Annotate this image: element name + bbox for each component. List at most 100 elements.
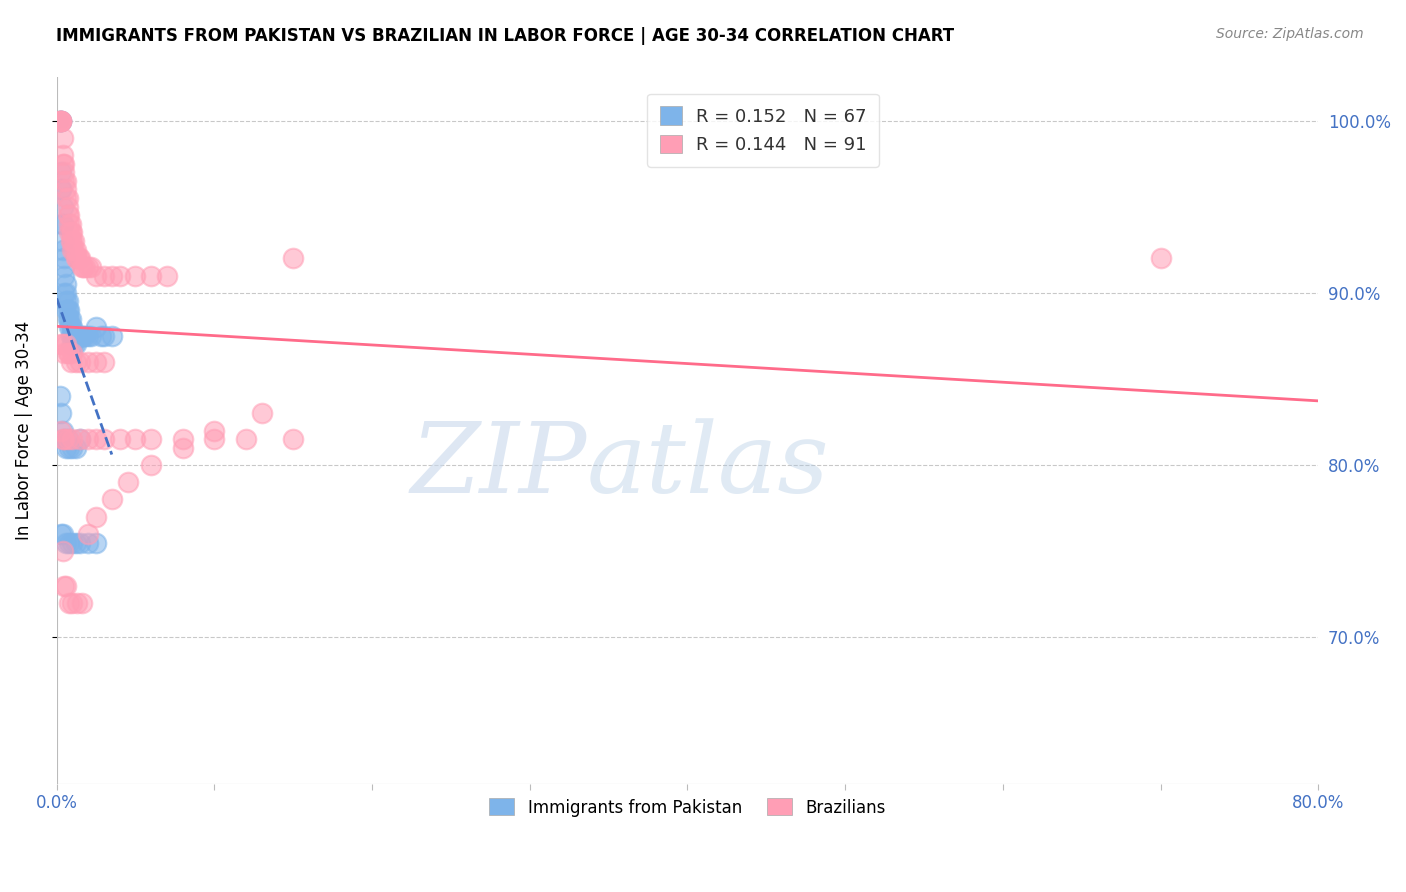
Point	[77, 329, 100, 343]
Point	[53, 165, 76, 179]
Point	[235, 432, 257, 446]
Point	[53, 432, 76, 446]
Point	[72, 260, 94, 274]
Point	[56, 303, 79, 318]
Point	[283, 432, 305, 446]
Point	[70, 596, 93, 610]
Point	[58, 217, 80, 231]
Point	[65, 535, 87, 549]
Point	[141, 268, 163, 283]
Point	[101, 329, 124, 343]
Point	[101, 492, 124, 507]
Point	[65, 329, 87, 343]
Point	[60, 441, 83, 455]
Point	[53, 346, 76, 360]
Point	[51, 182, 73, 196]
Point	[53, 252, 76, 266]
Point	[67, 329, 90, 343]
Point	[60, 337, 83, 351]
Point	[60, 346, 83, 360]
Point	[51, 527, 73, 541]
Point	[58, 596, 80, 610]
Point	[56, 200, 79, 214]
Point	[1149, 252, 1171, 266]
Point	[63, 337, 86, 351]
Point	[55, 441, 77, 455]
Point	[49, 113, 72, 128]
Point	[84, 535, 107, 549]
Point	[60, 329, 83, 343]
Point	[51, 113, 73, 128]
Point	[70, 329, 93, 343]
Point	[55, 191, 77, 205]
Point	[52, 156, 75, 170]
Point	[52, 217, 75, 231]
Text: ZIP: ZIP	[411, 418, 586, 514]
Point	[53, 174, 76, 188]
Point	[69, 432, 91, 446]
Point	[60, 432, 83, 446]
Point	[202, 432, 225, 446]
Point	[52, 200, 75, 214]
Point	[124, 268, 146, 283]
Y-axis label: In Labor Force | Age 30-34: In Labor Force | Age 30-34	[15, 321, 32, 541]
Point	[60, 226, 83, 240]
Point	[66, 252, 89, 266]
Point	[60, 243, 83, 257]
Point	[60, 596, 83, 610]
Point	[51, 113, 73, 128]
Point	[141, 458, 163, 472]
Point	[65, 252, 87, 266]
Point	[84, 354, 107, 368]
Point	[59, 329, 82, 343]
Point	[84, 268, 107, 283]
Point	[49, 113, 72, 128]
Point	[58, 208, 80, 222]
Point	[49, 389, 72, 403]
Point	[55, 303, 77, 318]
Point	[58, 346, 80, 360]
Point	[58, 311, 80, 326]
Point	[52, 337, 75, 351]
Point	[283, 252, 305, 266]
Point	[72, 329, 94, 343]
Point	[49, 113, 72, 128]
Point	[51, 165, 73, 179]
Point	[58, 535, 80, 549]
Point	[53, 260, 76, 274]
Point	[84, 509, 107, 524]
Point	[202, 424, 225, 438]
Point	[55, 182, 77, 196]
Point	[90, 329, 112, 343]
Point	[77, 354, 100, 368]
Point	[84, 320, 107, 334]
Point	[53, 432, 76, 446]
Point	[51, 113, 73, 128]
Point	[69, 252, 91, 266]
Point	[93, 354, 115, 368]
Point	[73, 329, 96, 343]
Point	[65, 337, 87, 351]
Point	[77, 535, 100, 549]
Point	[55, 285, 77, 300]
Point	[53, 579, 76, 593]
Point	[117, 475, 139, 490]
Point	[52, 148, 75, 162]
Point	[59, 320, 82, 334]
Point	[77, 432, 100, 446]
Point	[59, 226, 82, 240]
Point	[59, 234, 82, 248]
Point	[56, 191, 79, 205]
Point	[69, 329, 91, 343]
Point	[69, 535, 91, 549]
Point	[93, 329, 115, 343]
Point	[55, 337, 77, 351]
Point	[156, 268, 179, 283]
Point	[52, 527, 75, 541]
Text: Source: ZipAtlas.com: Source: ZipAtlas.com	[1216, 27, 1364, 41]
Point	[56, 208, 79, 222]
Point	[59, 217, 82, 231]
Point	[51, 113, 73, 128]
Point	[53, 156, 76, 170]
Point	[56, 432, 79, 446]
